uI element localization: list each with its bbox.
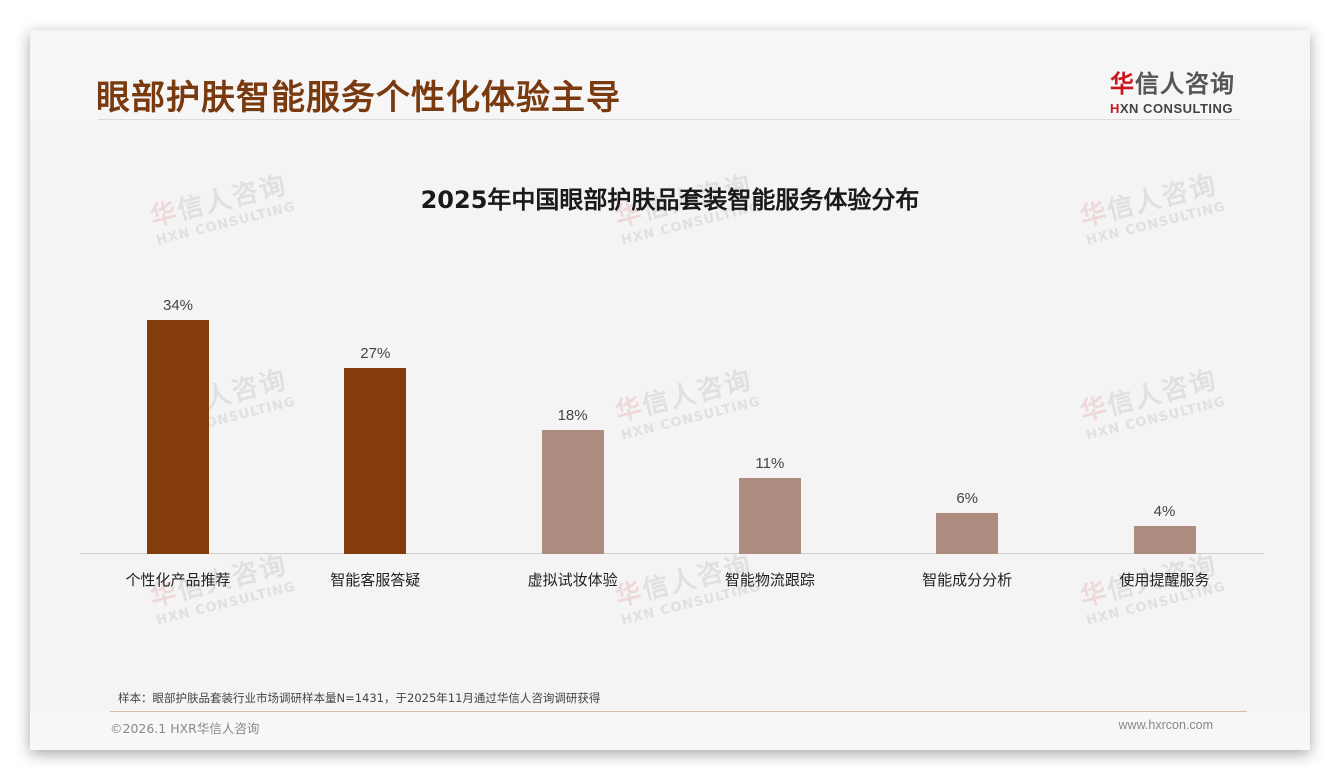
- company-logo: 华信人咨询 HXN CONSULTING: [1110, 64, 1250, 116]
- bar-group: 18%: [503, 270, 643, 554]
- bar-value-label: 18%: [557, 407, 588, 424]
- bar: [936, 513, 999, 554]
- category-label: 使用提醒服务: [1119, 571, 1210, 589]
- footer-band: [30, 712, 1310, 750]
- bar-value-label: 27%: [360, 345, 391, 362]
- bar-value-label: 11%: [755, 455, 785, 472]
- copyright: ©2026.1 HXR华信人咨询: [110, 721, 260, 736]
- bar: [541, 430, 604, 554]
- bar-value-label: 4%: [1153, 503, 1176, 520]
- category-label: 虚拟试妆体验: [527, 571, 618, 589]
- bar-value-label: 6%: [956, 490, 979, 507]
- page-title: 眼部护肤智能服务个性化体验主导: [96, 78, 621, 118]
- footer-divider: [110, 711, 1247, 712]
- bar: [344, 368, 407, 554]
- bar: [147, 320, 209, 554]
- website-link[interactable]: www.hxrcon.com: [1118, 718, 1213, 732]
- bar-group: 6%: [897, 270, 1037, 554]
- bar-chart-plot: 34% 27% 18% 11% 6% 4%: [80, 270, 1264, 554]
- bar-value-label: 34%: [162, 297, 194, 314]
- category-label: 智能物流跟踪: [724, 571, 815, 589]
- category-label: 智能成分分析: [922, 571, 1013, 589]
- bar-group: 4%: [1095, 270, 1235, 554]
- title-divider: [98, 119, 1240, 120]
- logo-cn-accent: 华: [1110, 70, 1135, 98]
- x-axis-line: [80, 553, 1264, 554]
- slide: 眼部护肤智能服务个性化体验主导 华信人咨询 HXN CONSULTING 华信人…: [30, 30, 1310, 750]
- logo-en-accent: H: [1110, 101, 1120, 116]
- bar: [1133, 526, 1196, 554]
- logo-cn: 华信人咨询: [1110, 64, 1250, 99]
- sample-note: 样本：眼部护肤品套装行业市场调研样本量N=1431，于2025年11月通过华信人…: [118, 691, 601, 705]
- logo-en: HXN CONSULTING: [1110, 101, 1250, 116]
- header-band: [30, 30, 1310, 120]
- bar-group: 27%: [305, 270, 445, 554]
- logo-cn-text: 信人咨询: [1135, 70, 1235, 98]
- logo-en-text: XN CONSULTING: [1119, 101, 1234, 116]
- chart-title: 2025年中国眼部护肤品套装智能服务体验分布: [420, 186, 920, 214]
- category-label: 智能客服答疑: [330, 571, 421, 589]
- bar-group: 11%: [700, 270, 840, 554]
- bar: [738, 478, 801, 554]
- bar-group: 34%: [108, 270, 248, 554]
- category-label: 个性化产品推荐: [125, 571, 231, 589]
